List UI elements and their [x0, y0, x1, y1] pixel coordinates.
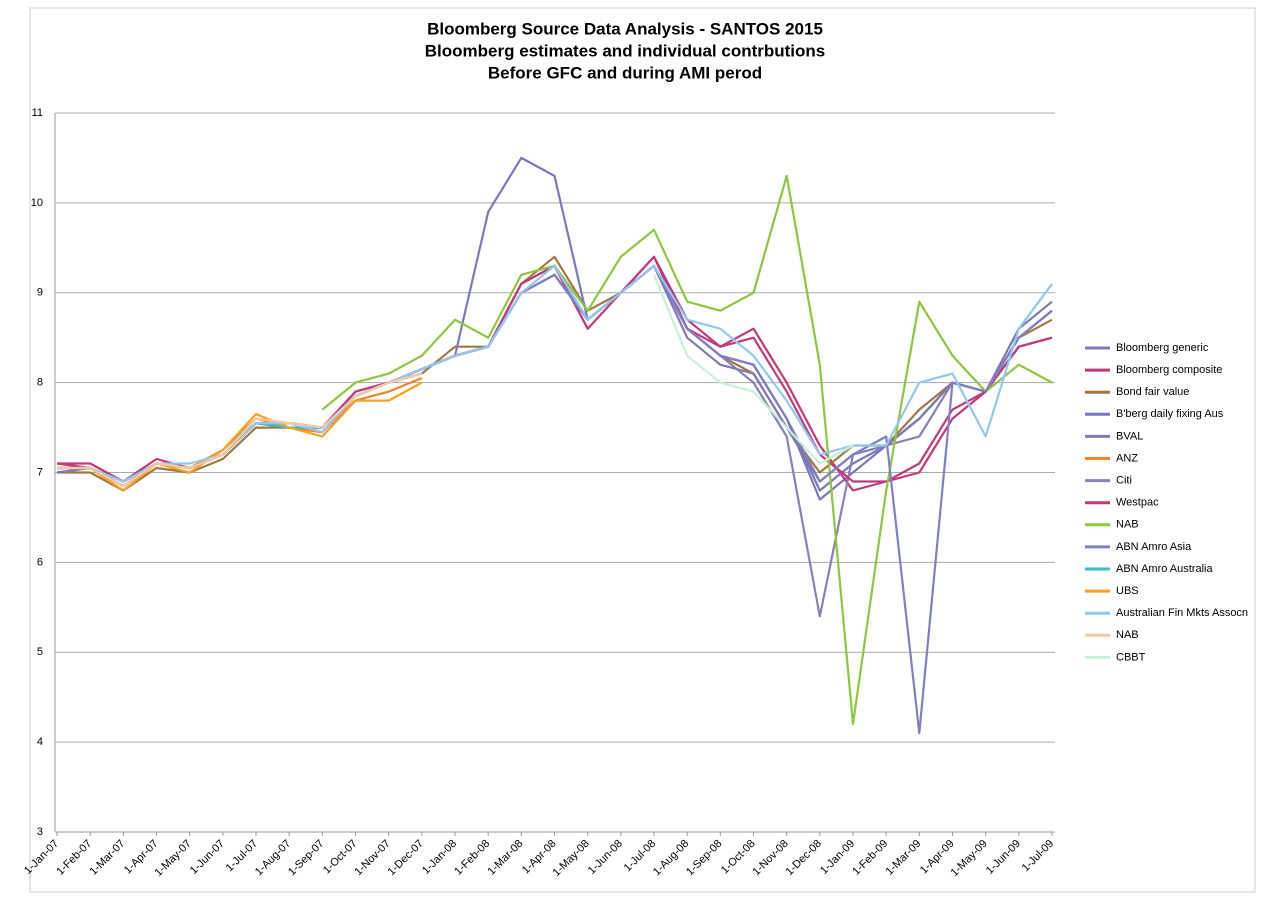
- legend-label: ANZ: [1116, 452, 1138, 464]
- x-tick-label: 1-May-08: [550, 838, 591, 879]
- series-line: [57, 264, 1053, 618]
- y-tick-label: 11: [32, 107, 43, 119]
- legend-label: Citi: [1116, 475, 1132, 487]
- x-tick-label: 1-May-09: [948, 838, 989, 879]
- x-tick-label: 1-May-07: [152, 838, 193, 879]
- x-tick-label: 1-Jun-08: [586, 838, 625, 877]
- chart-subtitle: Before GFC and during AMI perod: [488, 63, 762, 82]
- series-line: [57, 255, 1053, 492]
- x-tick-label: 1-Mar-07: [87, 838, 127, 878]
- legend-label: Westpac: [1116, 497, 1159, 509]
- legend-label: ABN Amro Asia: [1116, 541, 1192, 553]
- series-line: [652, 274, 854, 465]
- x-tick-label: 1-Jun-09: [984, 838, 1023, 877]
- chart-frame: [29, 7, 1256, 893]
- y-tick-label: 5: [37, 646, 43, 658]
- y-tick-label: 3: [37, 826, 43, 838]
- legend-label: NAB: [1116, 629, 1139, 641]
- x-tick-label: 1-Jun-07: [188, 838, 227, 877]
- series-line: [321, 174, 1053, 726]
- y-tick-label: 9: [37, 287, 43, 299]
- legend-label: Bond fair value: [1116, 386, 1189, 398]
- x-tick-label: 1-Jul-09: [1020, 838, 1057, 875]
- x-tick-label: 1-Dec-08: [784, 838, 824, 878]
- legend-label: CBBT: [1116, 651, 1146, 663]
- y-tick-label: 6: [37, 556, 43, 568]
- y-tick-label: 4: [37, 736, 43, 748]
- legend-label: B'berg daily fixing Aus: [1116, 408, 1224, 420]
- series-line: [56, 264, 1053, 483]
- y-tick-label: 7: [37, 466, 43, 478]
- x-tick-label: 1-Feb-09: [850, 838, 890, 878]
- y-tick-label: 10: [31, 197, 43, 209]
- series-line: [57, 264, 1053, 483]
- chart-title: Bloomberg Source Data Analysis - SANTOS …: [427, 19, 823, 38]
- x-tick-label: 1-Feb-08: [452, 838, 492, 878]
- legend-label: NAB: [1116, 519, 1139, 531]
- x-tick-label: 1-Dec-07: [386, 838, 426, 878]
- chart-subtitle: Bloomberg estimates and individual contr…: [425, 41, 826, 60]
- legend-label: Bloomberg generic: [1116, 342, 1209, 354]
- x-tick-label: 1-Sep-07: [286, 838, 326, 878]
- series-line: [57, 255, 1053, 492]
- x-tick-label: 1-Mar-08: [485, 838, 525, 878]
- legend-label: ABN Amro Australia: [1116, 563, 1213, 575]
- y-tick-label: 8: [37, 377, 43, 389]
- series-line: [57, 264, 1053, 735]
- series-line: [57, 381, 423, 492]
- x-tick-label: 1-Mar-09: [883, 838, 923, 878]
- x-tick-label: 1-Sep-08: [684, 838, 724, 878]
- legend-label: BVAL: [1116, 430, 1143, 442]
- series-line: [57, 372, 423, 488]
- series-line: [56, 255, 1053, 483]
- x-tick-label: 1-Feb-07: [54, 838, 94, 878]
- legend-label: UBS: [1116, 585, 1139, 597]
- legend-label: Bloomberg composite: [1116, 364, 1222, 376]
- legend-label: Australian Fin Mkts Assocn: [1116, 607, 1248, 619]
